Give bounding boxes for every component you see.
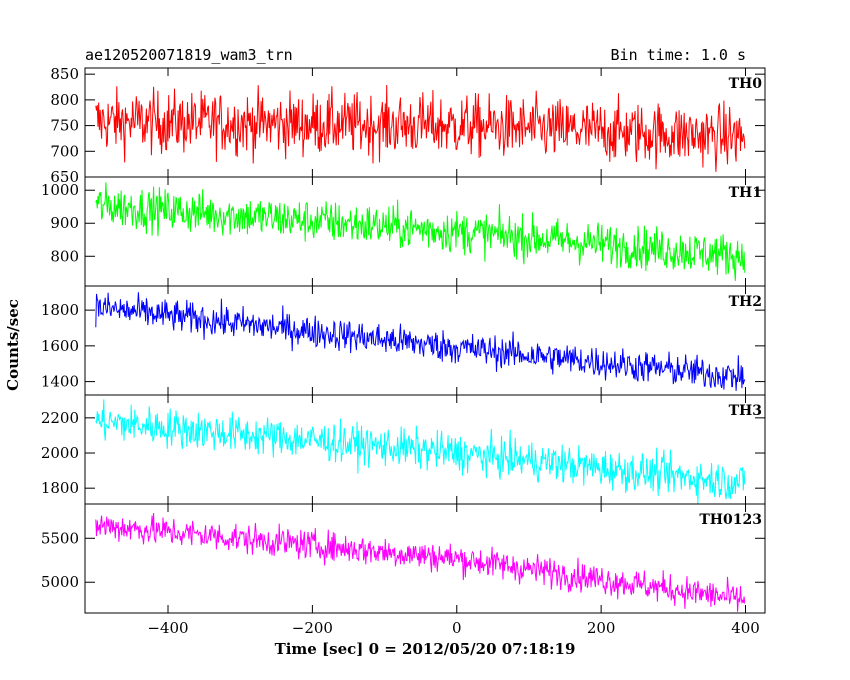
panel-label-th3: TH3 — [729, 403, 762, 419]
y-tick-label: 850 — [50, 65, 79, 83]
y-tick-label: 1800 — [41, 301, 79, 319]
y-tick-label: 5000 — [41, 573, 79, 591]
panel-label-th2: TH2 — [729, 294, 762, 310]
panel-frame — [84, 503, 766, 614]
chart-title: ae120520071819_wam3_trn — [85, 46, 293, 64]
y-tick-label: 800 — [50, 247, 79, 265]
panel-frame — [84, 394, 766, 505]
panel-th3: 1800 2000 2200 TH3 — [41, 394, 766, 505]
y-tick-label: 700 — [50, 142, 79, 160]
series-th3 — [95, 399, 746, 504]
y-tick-label: 1400 — [41, 373, 79, 391]
panel-label-th1: TH1 — [729, 185, 762, 201]
panel-th2: 1400 1600 1800 TH2 — [41, 285, 766, 396]
x-tick-label: −200 — [292, 619, 333, 637]
y-axis-title: Counts/sec — [4, 299, 22, 391]
y-tick-label: 800 — [50, 91, 79, 109]
y-tick-label: 750 — [50, 117, 79, 135]
y-tick-label: 1600 — [41, 337, 79, 355]
x-tick-label: 200 — [587, 619, 616, 637]
panel-label-th0123: TH0123 — [699, 512, 762, 528]
x-tick-label: −400 — [147, 619, 188, 637]
y-tick-label: 1000 — [41, 181, 79, 199]
y-tick-label: 900 — [50, 214, 79, 232]
series-th2 — [95, 292, 746, 391]
panel-label-th0: TH0 — [729, 76, 763, 92]
y-tick-label: 1800 — [41, 479, 79, 497]
series-th1 — [95, 182, 746, 281]
series-th0 — [95, 84, 746, 172]
series-th0123 — [95, 512, 746, 612]
y-tick-label: 2000 — [41, 444, 79, 462]
x-axis: −400 −200 0 200 400 — [147, 619, 759, 637]
panel-th1: 800 900 1000 TH1 — [41, 176, 766, 287]
panel-th0: 650 700 750 800 850 TH0 — [50, 65, 766, 186]
x-tick-label: 0 — [452, 619, 462, 637]
y-tick-label: 2200 — [41, 409, 79, 427]
y-tick-label: 650 — [50, 168, 79, 186]
x-tick-label: 400 — [731, 619, 760, 637]
bin-time-label: Bin time: 1.0 s — [611, 46, 746, 64]
x-axis-title: Time [sec] 0 = 2012/05/20 07:18:19 — [275, 640, 576, 658]
panel-th0123: 5000 5500 TH0123 — [41, 503, 766, 614]
y-tick-label: 5500 — [41, 529, 79, 547]
